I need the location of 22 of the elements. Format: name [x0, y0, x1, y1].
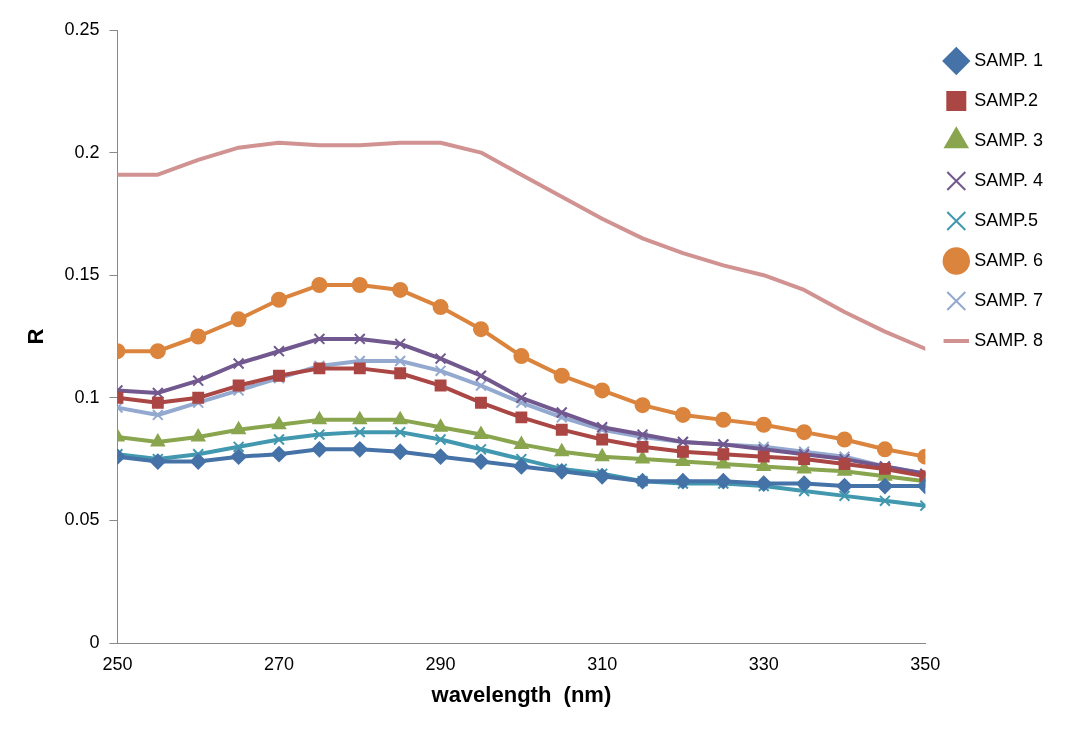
x-tick-label: 310: [587, 653, 618, 674]
x-tick-label: 290: [425, 653, 456, 674]
legend-label: SAMP. 6: [974, 249, 1044, 270]
x-axis-title: wavelength (nm): [430, 681, 612, 707]
legend-label: SAMP. 8: [974, 329, 1044, 350]
y-tick-label: 0.15: [64, 264, 100, 285]
legend-label: SAMP. 7: [974, 289, 1044, 310]
x-tick-label: 250: [102, 653, 133, 674]
y-tick-label: 0.2: [74, 141, 100, 162]
y-tick-label: 0.25: [64, 18, 100, 39]
legend-label: SAMP. 3: [974, 129, 1044, 150]
y-tick-label: 0: [89, 631, 100, 652]
y-axis-title: R: [23, 328, 49, 345]
x-tick-label: 350: [910, 653, 941, 674]
x-tick-label: 330: [748, 653, 779, 674]
legend-label: SAMP.2: [974, 89, 1038, 110]
x-tick-label: 270: [263, 653, 295, 674]
legend-label: SAMP. 4: [974, 169, 1044, 190]
legend-label: SAMP.5: [974, 209, 1038, 230]
y-tick-label: 0.1: [74, 386, 100, 407]
legend-label: SAMP. 1: [974, 49, 1044, 70]
y-tick-label: 0.05: [64, 509, 100, 530]
